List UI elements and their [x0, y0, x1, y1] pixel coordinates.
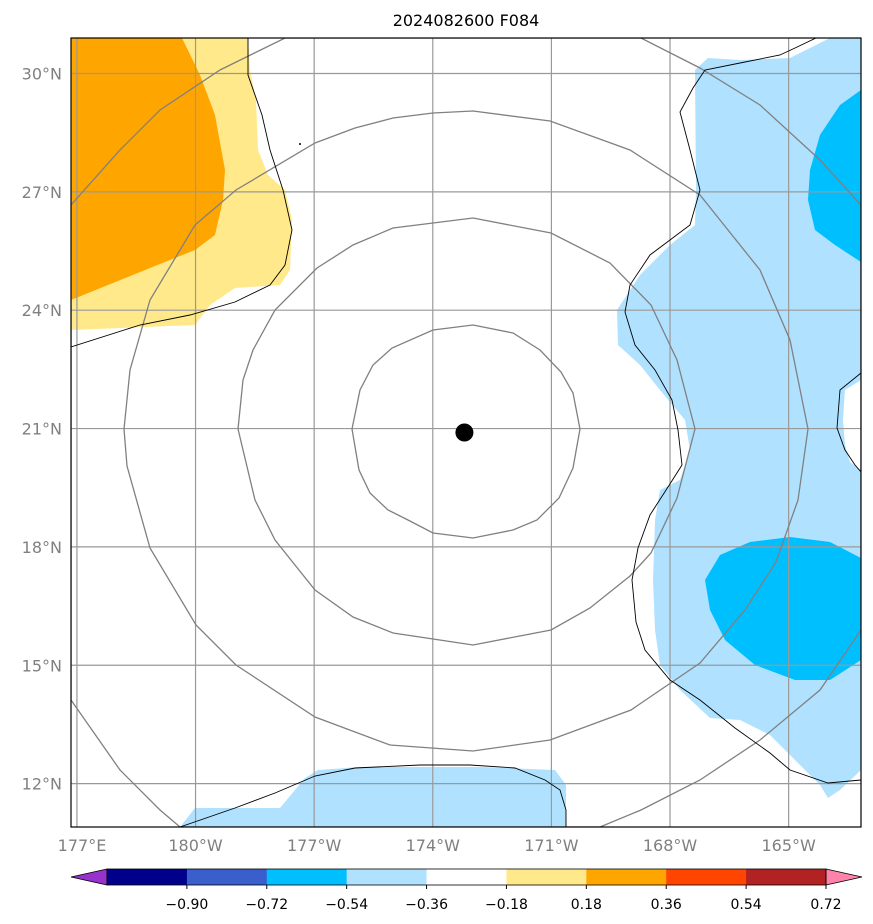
latitude-tick-label: 15°N [22, 656, 62, 675]
plot-frame [70, 37, 862, 828]
latitude-tick-label: 30°N [22, 65, 62, 84]
range-ring-3 [123, 110, 809, 752]
longitude-tick-label: 171°W [524, 836, 579, 855]
longitude-tick-label: 180°W [168, 836, 223, 855]
boundary-line-south [179, 764, 567, 827]
colorbar-segment [426, 869, 507, 885]
blue-region-southeast [705, 537, 861, 680]
colorbar-label: 0.18 [571, 897, 602, 913]
orange-region [71, 38, 225, 300]
colorbar-label: −0.18 [485, 897, 528, 913]
colorbar-label: −0.36 [405, 897, 448, 913]
range-ring-2 [237, 217, 696, 646]
boundary-line-right-island [836, 372, 861, 473]
range-rings [71, 38, 861, 827]
map-title: 2024082600 F084 [393, 11, 540, 30]
longitude-tick-label: 177°E [58, 836, 107, 855]
colorbar-segment [107, 869, 188, 885]
colorbar-outline [106, 868, 827, 886]
longitude-tick-label: 177°W [287, 836, 342, 855]
boundary-lines [71, 38, 861, 827]
latitude-tick-label: 27°N [22, 183, 62, 202]
colorbar-segment [666, 869, 747, 885]
colorbar-segment [586, 869, 667, 885]
colorbar-segment [746, 869, 827, 885]
latitude-tick-labels: 30°N 27°N 24°N 21°N 18°N 15°N 12°N [22, 65, 62, 794]
colorbar-label: −0.54 [325, 897, 368, 913]
colorbar-segment [266, 869, 348, 885]
colorbar-labels: −0.90 −0.72 −0.54 −0.36 −0.18 0.18 0.36 0.54 0.7… [165, 885, 842, 913]
colorbar-extend-low [70, 868, 108, 886]
colorbar-label: −0.90 [165, 897, 208, 913]
longitude-tick-label: 165°W [761, 836, 816, 855]
center-marker [455, 423, 474, 442]
longitude-tick-labels: 177°E 180°W 177°W 174°W 171°W 168°W 165°W [58, 836, 816, 855]
map-plot-area [71, 38, 861, 827]
light-blue-region-south [180, 767, 566, 827]
colorbar-segment [506, 869, 587, 885]
latitude-tick-label: 21°N [22, 420, 62, 439]
colorbar-label: −0.72 [245, 897, 288, 913]
colorbar-segment [346, 869, 428, 885]
latitude-tick-label: 12°N [22, 775, 62, 794]
longitude-tick-label: 174°W [406, 836, 461, 855]
colorbar-label: 0.36 [651, 897, 682, 913]
boundary-line-east [624, 38, 861, 784]
graticule [71, 38, 861, 827]
range-ring-1 [351, 324, 581, 539]
longitude-tick-label: 168°W [643, 836, 698, 855]
latitude-tick-label: 24°N [22, 301, 62, 320]
white-notch [843, 380, 861, 470]
latitude-tick-label: 18°N [22, 538, 62, 557]
colorbar-label: 0.54 [731, 897, 762, 913]
colorbar-label: 0.72 [810, 897, 841, 913]
range-ring-4 [71, 38, 861, 827]
colorbar-segment [186, 869, 268, 885]
colorbar [70, 868, 863, 886]
boundary-line-west [71, 38, 293, 348]
island-dot [299, 143, 301, 145]
colorbar-extend-high [825, 868, 863, 886]
